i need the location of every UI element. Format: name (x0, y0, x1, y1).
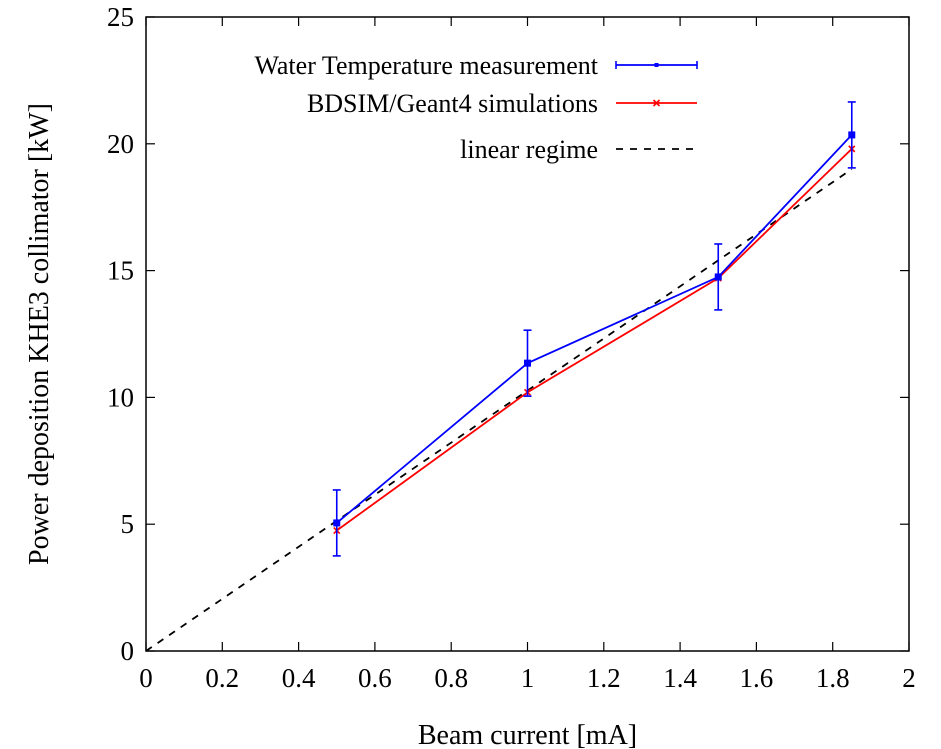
series-line-simulations (336, 148, 853, 532)
legend-swatch-marker (654, 63, 659, 67)
x-tick-label: 2 (902, 663, 916, 693)
legend-label: BDSIM/Geant4 simulations (307, 89, 598, 118)
x-tick-label: 1.8 (816, 663, 850, 693)
legend-label: linear regime (460, 135, 598, 164)
y-tick-label: 15 (107, 256, 134, 286)
x-tick-label: 0 (139, 663, 153, 693)
legend-swatch-marker (652, 99, 661, 107)
x-tick-label: 0.6 (358, 663, 392, 693)
x-tick-label: 0.4 (282, 663, 316, 693)
x-tick-label: 1.2 (587, 663, 621, 693)
y-tick-label: 5 (121, 509, 135, 539)
x-tick-label: 1.4 (663, 663, 697, 693)
legend-label: Water Temperature measurement (254, 51, 598, 80)
y-tick-label: 0 (121, 636, 135, 666)
data-point-measurement (333, 519, 341, 527)
y-tick-label: 20 (107, 129, 134, 159)
series-line-linear-regime (145, 168, 853, 652)
series-layer (145, 101, 856, 652)
y-tick-label: 25 (107, 2, 134, 32)
legend: Water Temperature measurement BDSIM/Geant… (254, 51, 698, 164)
x-axis-label: Beam current [mA] (418, 720, 637, 749)
data-point-measurement (714, 273, 722, 281)
y-axis-label: Power deposition KHE3 collimator [kW] (24, 103, 55, 565)
x-tick-label: 1 (521, 663, 535, 693)
y-axis: 0 5 10 15 20 25 (107, 2, 909, 666)
x-axis: 0 0.2 0.4 0.6 0.8 1 1.2 1.4 1.6 1.8 2 (139, 17, 916, 693)
y-tick-label: 10 (107, 382, 134, 412)
x-tick-label: 1.6 (740, 663, 774, 693)
series-line-measurement (336, 134, 853, 524)
data-point-measurement (524, 359, 531, 367)
x-tick-label: 0.8 (434, 663, 468, 693)
data-point-measurement (848, 131, 856, 139)
x-tick-label: 0.2 (205, 663, 239, 693)
